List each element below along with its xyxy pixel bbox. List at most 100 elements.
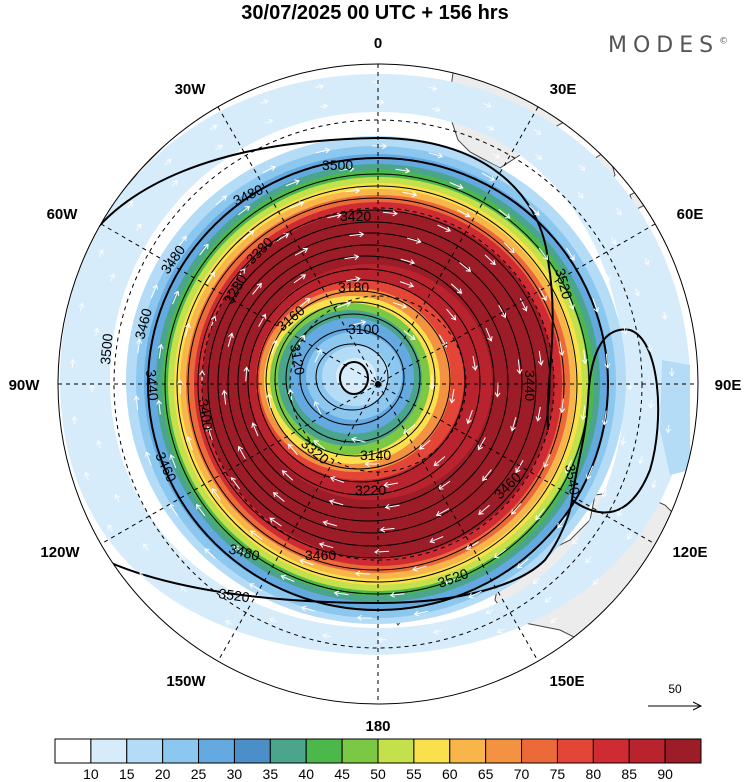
wind-vector-arrow (145, 451, 152, 466)
contour-label: 3480 (227, 540, 261, 564)
wind-vector-arrow (592, 298, 599, 313)
meridian-30w-150e (217, 106, 539, 662)
lon-label-30w: 30W (175, 81, 207, 98)
colorbar-swatch (449, 738, 487, 764)
contour-label: 3460 (131, 306, 155, 340)
wind-vector-arrow (601, 410, 608, 426)
wind-vector-arrow (384, 503, 400, 510)
wind-vector-arrow (412, 565, 427, 572)
contour-line (227, 244, 509, 522)
shade-east-patch (660, 360, 690, 475)
wind-vector-arrow (471, 356, 478, 371)
wind-vector-arrow (315, 83, 325, 90)
wind-vector-arrow (278, 665, 288, 672)
contour-line (217, 232, 523, 534)
wind-vector-arrow (242, 230, 255, 241)
wind-vector-arrow (534, 129, 542, 135)
contour-label: 3100 (348, 321, 379, 337)
wind-vector-arrow (485, 609, 494, 615)
wind-vector-arrow (620, 436, 626, 446)
wind-vector-arrow (314, 348, 322, 363)
wind-vector-arrow (492, 153, 501, 159)
wind-vector-arrow (127, 200, 133, 209)
colorbar-tick-label: 60 (442, 766, 458, 782)
wind-vector-arrow (329, 476, 345, 483)
wind-vector-arrow (557, 516, 567, 529)
wind-vector-arrow (275, 138, 285, 144)
wind-vector-arrow (449, 388, 456, 404)
wind-vector-arrow (258, 313, 267, 327)
wind-vector-arrow (431, 106, 441, 113)
wind-vector-arrow (403, 330, 416, 341)
wind-vector-arrow (336, 301, 352, 308)
wind-vector-arrow (567, 295, 575, 310)
wind-vector-arrow (328, 499, 344, 506)
wind-vector-arrow (177, 379, 183, 395)
contour-label: 3440 (143, 369, 162, 402)
wind-vector-arrow (592, 578, 600, 586)
wind-vector-arrow (171, 180, 178, 187)
contour-line (256, 279, 466, 483)
wind-vector-arrow (109, 272, 116, 282)
wind-vector-arrow (580, 405, 587, 421)
wind-reference-value: 50 (668, 682, 682, 696)
brand-mark: © (719, 36, 729, 47)
wind-vector-arrow (534, 153, 543, 160)
wind-vector-arrow (621, 325, 628, 335)
wind-vector-arrow (634, 288, 640, 297)
wind-vector-arrow (385, 121, 395, 128)
wind-vector-arrow (339, 166, 355, 172)
wind-vector-arrow (71, 415, 78, 425)
meridian-60w-120e (100, 223, 656, 545)
wind-vector-arrow (285, 179, 300, 187)
lon-label-60w: 60W (47, 206, 79, 223)
wind-vector-arrow (582, 349, 588, 365)
wind-vector-arrow (299, 558, 314, 566)
lon-label-150e: 150E (549, 673, 584, 690)
wind-vector-arrow (260, 99, 269, 105)
wind-vector-arrow (351, 319, 367, 326)
colorbar-swatch (556, 738, 594, 764)
wind-vector-arrow (501, 648, 510, 654)
colorbar-swatch (341, 738, 379, 764)
wind-vector-arrow (293, 274, 307, 284)
lon-label-150w: 150W (166, 673, 206, 690)
wind-vector-arrow (356, 614, 372, 621)
wind-vector-arrow (399, 281, 415, 288)
wind-vector-arrow (437, 224, 452, 232)
wind-vector-arrow (266, 393, 273, 408)
colorbar-swatch (233, 738, 271, 764)
wind-vector-arrow (601, 489, 608, 498)
wind-vector-arrow (319, 103, 329, 110)
contour-line (299, 328, 405, 426)
wind-vector-arrow (298, 297, 311, 308)
wind-vector-arrow (496, 628, 505, 634)
contour-label: 3140 (360, 447, 391, 463)
wind-vector-arrow (494, 382, 501, 398)
colorbar-swatch (592, 738, 630, 764)
contour-3520-outer (69, 136, 573, 605)
wind-vector-arrow (428, 85, 438, 92)
wind-vector-arrow (483, 102, 492, 108)
lon-label-180: 180 (365, 718, 390, 735)
lon-label-120w: 120W (40, 544, 80, 561)
wind-vector-arrow (107, 524, 113, 533)
colorbar-tick-label: 40 (298, 766, 314, 782)
wind-vector-arrow (315, 147, 331, 154)
wind-vector-arrow (457, 209, 471, 218)
wind-vector-arrow (276, 643, 285, 650)
wind-vector-arrow (280, 574, 295, 582)
wind-vector-arrow (389, 592, 405, 598)
wind-vector-arrow (237, 205, 251, 216)
wind-vector-arrow (209, 124, 218, 131)
wind-vector-arrow (69, 358, 76, 368)
wind-vector-arrow (605, 272, 611, 282)
wind-vector-arrow (485, 125, 495, 131)
wind-vector-arrow (96, 439, 102, 449)
wind-vector-arrow (364, 461, 380, 467)
wind-vector-arrow (538, 184, 546, 191)
wind-vector-arrow (478, 504, 490, 515)
meridian-30e-150w (217, 106, 539, 662)
wind-vector-arrow (435, 508, 450, 517)
contour-line (237, 255, 495, 509)
